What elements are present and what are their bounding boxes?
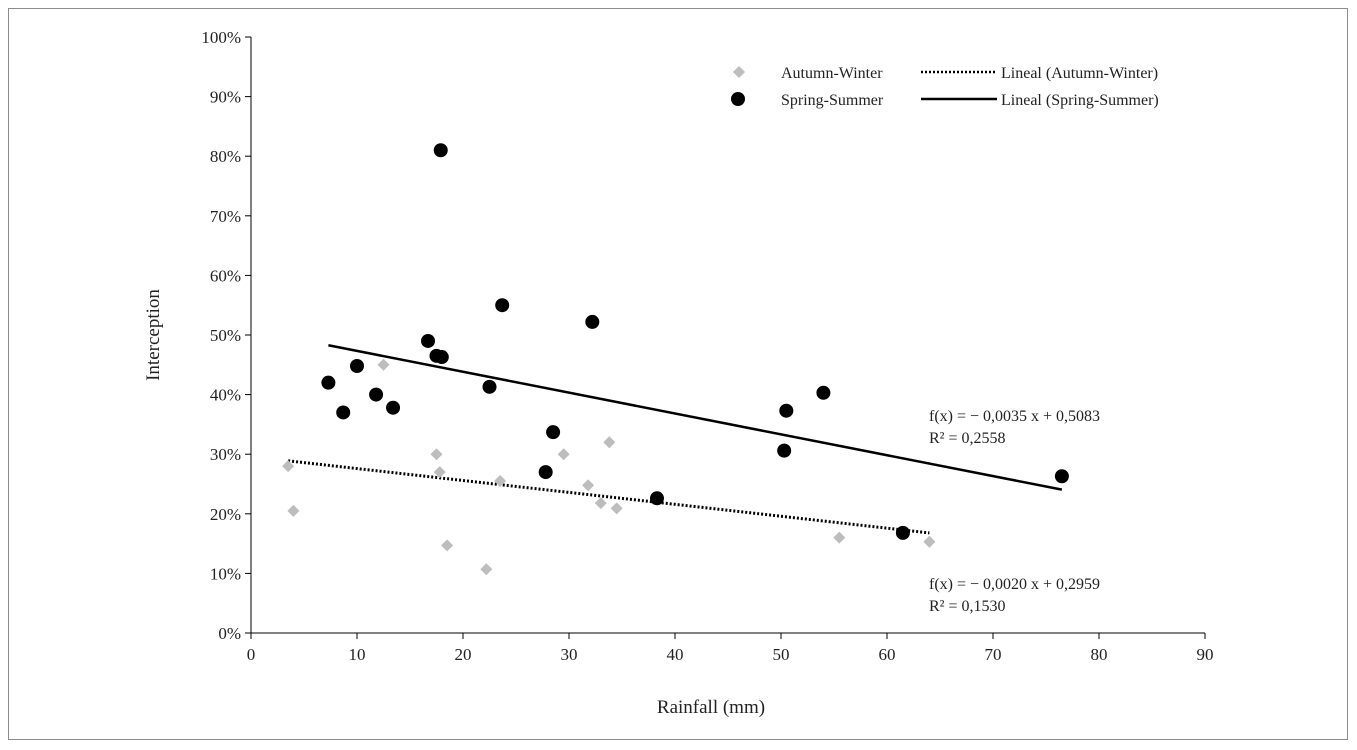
y-tick-label: 40%: [210, 386, 241, 405]
y-tick-label: 70%: [210, 207, 241, 226]
x-tick-label: 90: [1197, 645, 1214, 664]
x-axis-title: Rainfall (mm): [657, 697, 765, 718]
autumn-winter-point: [433, 466, 446, 479]
x-tick-label: 80: [1091, 645, 1108, 664]
y-tick-label: 10%: [210, 564, 241, 583]
x-tick-label: 70: [985, 645, 1002, 664]
chart-frame: 0% 10% 20% 30% 40% 50% 60% 70% 80% 90% 100% 0 10 20 3…: [8, 8, 1348, 740]
spring-summer-point: [336, 405, 351, 420]
autumn-winter-point: [557, 448, 570, 461]
y-tick-label: 0%: [218, 624, 241, 643]
autumn-winter-point: [603, 436, 616, 449]
trendline-spring-summer: [328, 344, 1063, 491]
chart-svg: 0% 10% 20% 30% 40% 50% 60% 70% 80% 90% 100% 0 10 20 3…: [143, 28, 1214, 718]
spring-summer-point: [816, 385, 831, 400]
spring-summer-point: [421, 333, 436, 348]
autumn-winter-r2: R² = 0,1530: [929, 598, 1006, 615]
spring-summer-r2: R² = 0,2558: [929, 430, 1006, 447]
autumn-winter-equation: f(x) = − 0,0020 x + 0,2959: [929, 576, 1100, 593]
autumn-winter-point: [610, 502, 623, 515]
x-tick-label: 30: [561, 645, 578, 664]
spring-summer-point: [1054, 469, 1069, 484]
autumn-winter-point: [594, 497, 607, 510]
spring-summer-point: [777, 443, 792, 458]
autumn-winter-point: [923, 535, 936, 548]
y-tick-label: 90%: [210, 88, 241, 107]
spring-summer-point: [779, 403, 794, 418]
spring-summer-point: [369, 387, 384, 402]
x-ticks: 0 10 20 30 40 50 60 70 80 90: [247, 633, 1214, 664]
legend-label-lineal-autumn-winter: Lineal (Autumn-Winter): [1001, 65, 1158, 82]
y-tick-label: 80%: [210, 147, 241, 166]
trendlines: [287, 344, 1063, 535]
spring-summer-point: [350, 358, 364, 373]
trendline-autumn-winter: [287, 459, 930, 535]
y-tick-label: 100%: [201, 28, 241, 47]
x-tick-label: 60: [879, 645, 896, 664]
spring-summer-point: [895, 525, 910, 540]
y-tick-label: 20%: [210, 505, 241, 524]
x-tick-label: 10: [349, 645, 366, 664]
y-axis-title: Interception: [143, 289, 164, 381]
spring-summer-point: [495, 298, 510, 313]
legend: Autumn-Winter Lineal (Autumn-Winter) Spr…: [731, 65, 1159, 109]
legend-label-spring-summer: Spring-Summer: [781, 92, 884, 109]
spring-summer-point: [546, 425, 561, 440]
spring-summer-point: [386, 400, 401, 415]
x-tick-label: 20: [455, 645, 472, 664]
y-tick-label: 30%: [210, 445, 241, 464]
autumn-winter-point: [494, 475, 507, 488]
legend-marker-autumn-winter: [733, 66, 745, 78]
autumn-winter-point: [441, 539, 454, 552]
autumn-winter-point: [833, 531, 846, 544]
x-tick-label: 40: [667, 645, 684, 664]
spring-summer-point: [538, 465, 553, 480]
autumn-winter-point: [282, 460, 295, 473]
autumn-winter-point: [377, 358, 390, 371]
y-ticks: 0% 10% 20% 30% 40% 50% 60% 70% 80% 90% 100%: [201, 28, 251, 643]
spring-summer-point: [434, 350, 449, 365]
y-tick-label: 60%: [210, 266, 241, 285]
spring-summer-point: [482, 379, 497, 394]
spring-summer-equation: f(x) = − 0,0035 x + 0,5083: [929, 408, 1100, 425]
autumn-winter-point: [480, 563, 493, 576]
x-tick-label: 50: [773, 645, 790, 664]
y-tick-label: 50%: [210, 326, 241, 345]
spring-summer-point: [321, 375, 336, 390]
spring-summer-point: [649, 491, 664, 506]
legend-label-autumn-winter: Autumn-Winter: [781, 65, 883, 82]
spring-summer-point: [433, 143, 448, 158]
legend-label-lineal-spring-summer: Lineal (Spring-Summer): [1001, 92, 1159, 109]
x-tick-label: 0: [247, 645, 256, 664]
autumn-winter-point: [430, 448, 443, 461]
autumn-winter-point: [582, 479, 595, 492]
data-points: [282, 143, 1069, 576]
spring-summer-point: [585, 314, 600, 329]
autumn-winter-point: [287, 504, 300, 517]
legend-marker-spring-summer: [731, 92, 745, 106]
